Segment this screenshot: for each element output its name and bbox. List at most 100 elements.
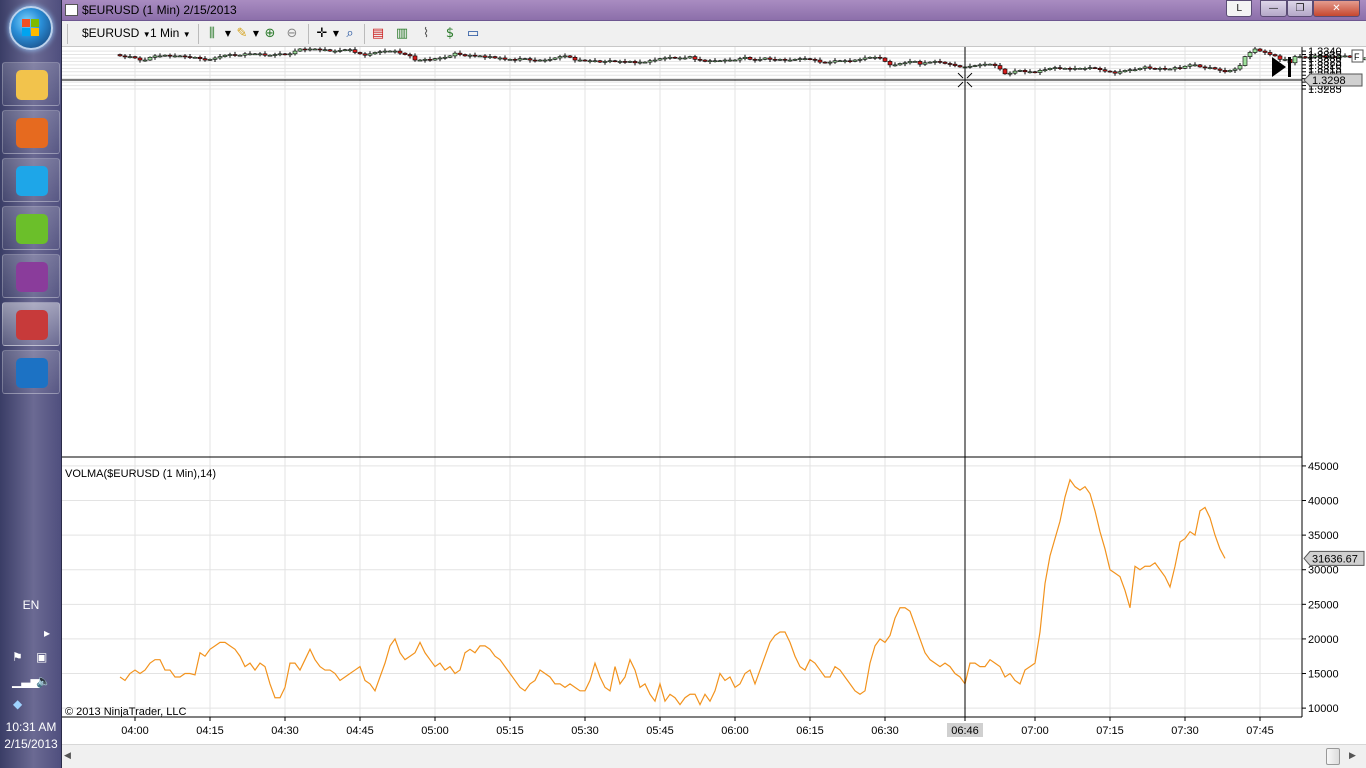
clock-time[interactable]: 10:31 AM (5, 720, 57, 734)
candle-up (1247, 52, 1253, 57)
maximize-button[interactable]: ❐ (1287, 0, 1313, 17)
link-button[interactable]: L (1226, 0, 1252, 17)
candle-down (1202, 66, 1208, 69)
price-tick-label: 1.3335 (1308, 50, 1342, 62)
indicator-tick-label: 10000 (1308, 703, 1339, 715)
taskbar-app-button[interactable] (2, 206, 60, 250)
drawing-tool-pencil-icon[interactable]: ✎ (236, 26, 248, 41)
network-signal-icon[interactable]: ▁▃▅ (12, 674, 40, 688)
candle-up (1242, 56, 1248, 66)
price-tick-label: 1.3325 (1308, 56, 1342, 68)
candle-up (1292, 56, 1298, 64)
zoom-in-icon[interactable]: ⊕ (264, 26, 276, 41)
candle-up (1172, 67, 1178, 70)
magnifier-icon[interactable]: ⌕ (346, 26, 354, 41)
candle-down (702, 59, 708, 62)
candle-up (717, 60, 723, 63)
candle-down (1262, 50, 1268, 53)
time-tick-label: 07:30 (1171, 725, 1199, 737)
chevron-down-icon[interactable]: ▼ (224, 29, 232, 38)
title-bar[interactable]: $EURUSD (1 Min) 2/15/2013 L — ❐ ✕ (62, 0, 1366, 21)
clock-date[interactable]: 2/15/2013 (4, 737, 58, 751)
chart-background (62, 47, 1366, 747)
candle-down (567, 55, 573, 58)
candle-up (522, 58, 528, 60)
candle-up (1227, 70, 1233, 73)
chart-window-icon (65, 4, 78, 16)
candle-up (467, 54, 473, 57)
instrument-selector[interactable]: $EURUSD ▼ (82, 26, 151, 40)
indicator-tick-label: 35000 (1308, 530, 1339, 542)
time-tick-label: 07:45 (1246, 725, 1274, 737)
candle-up (1017, 70, 1023, 72)
interval-selector[interactable]: 1 Min ▼ (150, 26, 191, 40)
data-series-icon[interactable]: ▥ (395, 26, 409, 41)
taskbar-app-button[interactable] (2, 302, 60, 346)
removable-device-icon[interactable]: ▣ (36, 650, 48, 664)
candle-down (1332, 56, 1338, 58)
scroll-left-icon[interactable]: ◀ (64, 751, 71, 761)
language-indicator[interactable]: EN (22, 598, 40, 612)
taskbar-app-button[interactable] (2, 350, 60, 394)
chevron-down-icon[interactable]: ▼ (332, 29, 340, 38)
zoom-out-icon[interactable]: ⊖ (286, 26, 298, 41)
indicators-icon[interactable]: ⌇ (422, 26, 430, 41)
flag-box-letter: F (1354, 52, 1360, 62)
taskbar-app-button[interactable] (2, 158, 60, 202)
candle-up (1137, 68, 1143, 70)
candle-up (832, 60, 838, 63)
candle-up (1117, 71, 1123, 74)
action-center-flag-icon[interactable]: ⚑ (12, 650, 23, 664)
candle-up (797, 58, 803, 60)
show-hidden-icons-icon[interactable]: ▸ (44, 626, 51, 640)
scroll-to-end-icon[interactable] (1272, 57, 1286, 77)
crosshair-icon[interactable]: ✛ (316, 26, 328, 41)
candle-up (1297, 56, 1303, 58)
start-button[interactable] (9, 6, 53, 50)
flag-box-icon[interactable] (1351, 49, 1364, 63)
horizontal-scrollbar[interactable]: ◀ ▶ (62, 744, 1366, 768)
scrollbar-thumb[interactable] (1326, 748, 1340, 765)
strategies-icon[interactable]: $ (445, 26, 455, 41)
candle-up (787, 59, 793, 62)
candle-up (972, 65, 978, 67)
candle-up (372, 52, 378, 55)
candle-down (952, 63, 958, 66)
candle-down (1002, 68, 1008, 75)
volume-icon[interactable]: 🔈 (36, 674, 51, 688)
dropbox-icon[interactable]: ◆ (13, 697, 23, 711)
taskbar-app-button[interactable] (2, 254, 60, 298)
candle-down (182, 55, 188, 58)
candle-up (742, 56, 748, 59)
minimize-button[interactable]: — (1260, 0, 1287, 17)
properties-icon[interactable]: ▭ (466, 26, 480, 41)
candle-down (317, 48, 323, 51)
chart-trader-icon[interactable]: ▤ (371, 26, 385, 41)
candle-up (172, 55, 178, 58)
taskbar-app-button[interactable] (2, 110, 60, 154)
candle-up (287, 53, 293, 56)
ninjatrader-icon (16, 310, 48, 340)
candle-down (957, 65, 963, 68)
chevron-down-icon: ▼ (142, 30, 151, 39)
candle-up (1232, 68, 1238, 71)
candle-up (252, 53, 258, 56)
scroll-right-icon[interactable]: ▶ (1349, 751, 1356, 761)
price-chart[interactable]: 1.33401.33351.33301.33251.33201.33151.33… (62, 47, 1366, 747)
taskbar-app-button[interactable] (2, 62, 60, 106)
bar-type-icon[interactable]: ⫼ (209, 26, 215, 41)
chevron-down-icon[interactable]: ▼ (252, 29, 260, 38)
chart-toolbar: $EURUSD ▼ 1 Min ▼ ⫼ ▼ ✎ ▼ ⊕ ⊖ ✛ ▼ ⌕ ▤ ▥ … (62, 21, 1366, 47)
candle-up (842, 60, 848, 63)
candle-up (777, 59, 783, 61)
candle-down (992, 63, 998, 66)
candle-down (782, 59, 788, 61)
axis-frame (1302, 47, 1366, 718)
candle-down (582, 59, 588, 62)
candle-down (997, 65, 1003, 70)
close-button[interactable]: ✕ (1313, 0, 1360, 17)
interval-label: 1 Min (150, 26, 180, 40)
candle-down (1222, 70, 1228, 73)
candle-up (662, 57, 668, 60)
candle-up (907, 61, 913, 64)
